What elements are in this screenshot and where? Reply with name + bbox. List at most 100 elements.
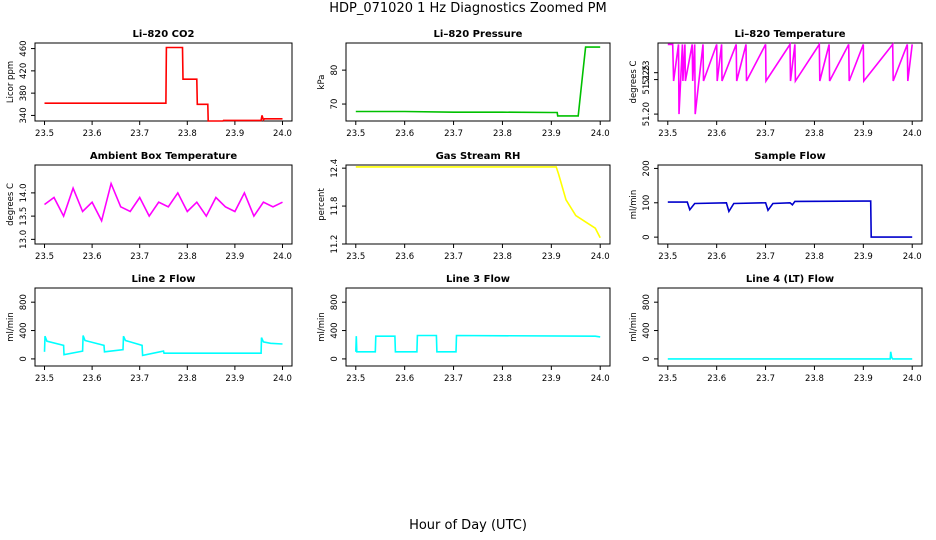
x-tick-label: 23.7 bbox=[756, 252, 775, 262]
x-tick-label: 23.9 bbox=[225, 252, 244, 262]
plot-frame bbox=[34, 287, 293, 367]
panel-5: Gas Stream RH 23.5 23.6 23.7 23.8 23.9 24.0 11.… bbox=[317, 151, 611, 262]
data-series-line bbox=[667, 41, 913, 115]
x-tick-label: 23.9 bbox=[542, 374, 561, 384]
y-axis-label: kPa bbox=[317, 75, 327, 90]
y-tick-label: 0 bbox=[642, 234, 652, 239]
x-tick-label: 23.9 bbox=[854, 374, 873, 384]
x-tick-label: 23.5 bbox=[346, 374, 365, 384]
panel-title: Sample Flow bbox=[754, 151, 826, 162]
data-series-line bbox=[667, 200, 913, 238]
panel-8: Line 3 Flow 23.5 23.6 23.7 23.8 23.9 24.0 0 400 8… bbox=[317, 274, 611, 384]
x-tick-label: 24.0 bbox=[273, 129, 292, 139]
y-tick-label: 420 bbox=[19, 63, 29, 79]
x-tick-label: 23.8 bbox=[493, 374, 512, 384]
x-tick-label: 24.0 bbox=[273, 374, 292, 384]
x-tick-label: 23.7 bbox=[130, 129, 149, 139]
x-tick-label: 23.8 bbox=[805, 129, 824, 139]
x-tick-label: 23.5 bbox=[35, 129, 54, 139]
panel-9: Line 4 (LT) Flow 23.5 23.6 23.7 23.8 23.9 24.0… bbox=[629, 274, 923, 384]
plot-frame bbox=[34, 164, 293, 245]
x-tick-label: 23.7 bbox=[756, 374, 775, 384]
y-tick-label: 13.5 bbox=[19, 207, 29, 226]
x-tick-label: 23.5 bbox=[35, 374, 54, 384]
x-tick-label: 23.8 bbox=[805, 252, 824, 262]
x-tick-label: 23.9 bbox=[854, 252, 873, 262]
x-tick-label: 24.0 bbox=[591, 129, 610, 139]
x-tick-label: 23.5 bbox=[346, 252, 365, 262]
y-axis-label: percent bbox=[317, 188, 327, 221]
x-tick-label: 23.8 bbox=[493, 252, 512, 262]
x-tick-label: 23.8 bbox=[178, 129, 197, 139]
x-tick-label: 23.7 bbox=[444, 252, 463, 262]
y-tick-label: 13.0 bbox=[19, 230, 29, 249]
x-tick-label: 24.0 bbox=[903, 252, 922, 262]
x-tick-label: 23.6 bbox=[707, 129, 726, 139]
x-tick-label: 23.8 bbox=[493, 129, 512, 139]
y-tick-label: 100 bbox=[642, 195, 652, 211]
y-axis-label: Licor ppm bbox=[6, 61, 16, 103]
panel-title: Li–820 CO2 bbox=[133, 29, 195, 40]
y-tick-label: 200 bbox=[642, 160, 652, 176]
data-series-line bbox=[355, 46, 601, 117]
data-series-line bbox=[355, 334, 601, 353]
x-tick-label: 23.5 bbox=[346, 129, 365, 139]
y-tick-label: 0 bbox=[330, 356, 340, 361]
panel-title: Line 3 Flow bbox=[446, 274, 510, 285]
x-tick-label: 23.6 bbox=[83, 129, 102, 139]
panel-1: Li–820 CO2 23.5 23.6 23.7 23.8 23.9 24.0 340 380… bbox=[6, 29, 293, 139]
y-tick-label: 11.2 bbox=[330, 235, 340, 254]
y-tick-label: 80 bbox=[330, 65, 340, 76]
y-axis-label: ml/min bbox=[6, 312, 16, 342]
x-tick-label: 23.6 bbox=[83, 374, 102, 384]
x-tick-label: 23.6 bbox=[83, 252, 102, 262]
y-tick-label: 380 bbox=[19, 85, 29, 101]
x-tick-label: 23.6 bbox=[707, 252, 726, 262]
panel-4: Ambient Box Temperature 23.5 23.6 23.7 23.8 2… bbox=[6, 151, 293, 262]
y-tick-label: 51.225 bbox=[642, 65, 652, 95]
x-tick-label: 24.0 bbox=[903, 129, 922, 139]
x-tick-label: 23.9 bbox=[225, 129, 244, 139]
data-series-line bbox=[43, 335, 283, 357]
y-axis-label: ml/min bbox=[317, 312, 327, 342]
plot-frame bbox=[657, 164, 923, 245]
x-tick-label: 23.6 bbox=[707, 374, 726, 384]
x-tick-label: 23.9 bbox=[542, 252, 561, 262]
y-tick-label: 800 bbox=[19, 294, 29, 310]
y-tick-label: 460 bbox=[19, 40, 29, 56]
y-axis-label: ml/min bbox=[629, 190, 639, 220]
x-tick-label: 23.5 bbox=[658, 129, 677, 139]
x-tick-label: 23.6 bbox=[395, 374, 414, 384]
y-tick-label: 800 bbox=[642, 294, 652, 310]
panel-title: Li–820 Temperature bbox=[734, 29, 845, 40]
panel-title: Ambient Box Temperature bbox=[90, 151, 237, 162]
x-tick-label: 24.0 bbox=[591, 374, 610, 384]
panel-6: Sample Flow 23.5 23.6 23.7 23.8 23.9 24.0 0 100 2… bbox=[629, 151, 923, 262]
data-series-line bbox=[44, 46, 283, 122]
y-tick-label: 400 bbox=[19, 322, 29, 338]
panel-title: Li–820 Pressure bbox=[434, 29, 523, 40]
y-axis-label: degrees C bbox=[629, 61, 639, 104]
plot-frame bbox=[34, 42, 293, 122]
x-tick-label: 23.7 bbox=[130, 252, 149, 262]
x-tick-label: 23.5 bbox=[35, 252, 54, 262]
y-tick-label: 51.23 bbox=[642, 61, 652, 85]
x-tick-label: 23.7 bbox=[444, 129, 463, 139]
x-tick-label: 24.0 bbox=[903, 374, 922, 384]
x-tick-label: 23.6 bbox=[395, 252, 414, 262]
figure-title: HDP_071020 1 Hz Diagnostics Zoomed PM bbox=[329, 1, 607, 16]
panel-title: Line 4 (LT) Flow bbox=[746, 274, 834, 285]
data-series-line bbox=[44, 181, 283, 224]
x-tick-label: 23.9 bbox=[542, 129, 561, 139]
x-tick-label: 23.8 bbox=[178, 252, 197, 262]
y-tick-label: 340 bbox=[19, 107, 29, 123]
y-tick-label: 11.8 bbox=[330, 197, 340, 216]
y-tick-label: 400 bbox=[330, 322, 340, 338]
x-tick-label: 23.7 bbox=[444, 374, 463, 384]
y-tick-label: 51.20 bbox=[642, 102, 652, 126]
plot-frame bbox=[345, 164, 611, 245]
data-series-line bbox=[355, 166, 601, 239]
x-tick-label: 23.7 bbox=[130, 374, 149, 384]
plot-frame bbox=[657, 287, 923, 367]
x-tick-label: 23.9 bbox=[225, 374, 244, 384]
